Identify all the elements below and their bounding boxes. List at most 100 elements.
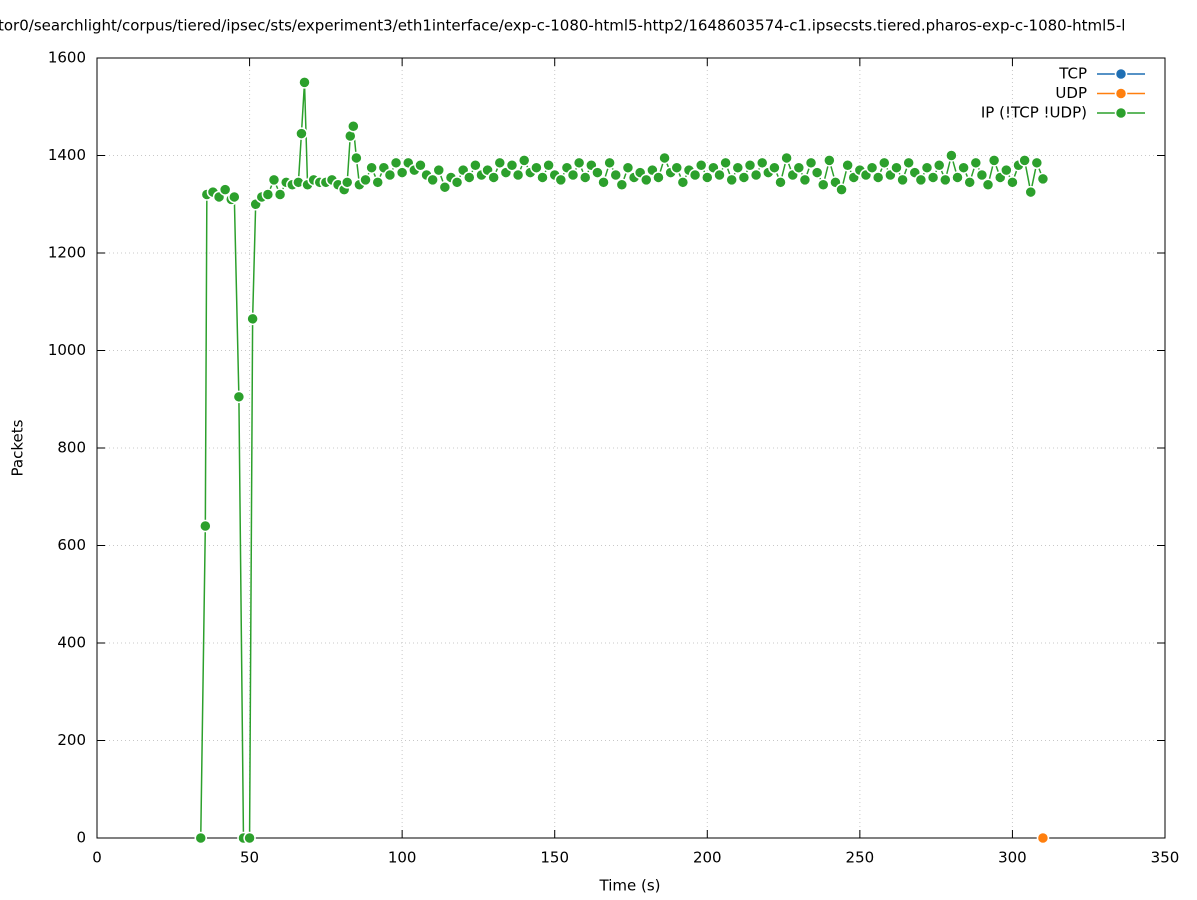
data-point: [1000, 163, 1013, 177]
data-point: [450, 176, 464, 189]
data-point: [981, 178, 995, 191]
data-point: [505, 159, 519, 172]
data-point: [902, 156, 915, 170]
legend-label: IP (!TCP !UDP): [981, 104, 1087, 122]
y-tick-label: 1200: [48, 244, 86, 262]
data-point: [554, 173, 568, 187]
data-point: [511, 168, 525, 182]
data-point: [414, 159, 427, 172]
data-point: [273, 188, 287, 201]
legend-marker: [1114, 106, 1128, 120]
data-point: [774, 176, 787, 189]
data-point: [1036, 831, 1050, 845]
data-point: [957, 161, 970, 174]
data-point: [896, 173, 909, 187]
data-point: [865, 161, 879, 174]
x-tick-label: 200: [693, 849, 722, 867]
x-tick-label: 150: [540, 849, 569, 867]
data-point: [383, 168, 397, 182]
data-point: [536, 171, 549, 184]
data-point: [194, 831, 207, 845]
data-point: [350, 151, 363, 165]
data-point: [640, 173, 653, 187]
data-point: [493, 156, 507, 170]
data-point: [652, 171, 665, 184]
data-point: [658, 151, 671, 165]
data-point: [591, 166, 604, 179]
data-point: [701, 171, 714, 184]
data-point: [920, 161, 934, 174]
data-point: [487, 171, 500, 184]
data-point: [578, 171, 592, 184]
data-point: [621, 161, 635, 174]
data-point: [232, 390, 246, 404]
y-tick-label: 1000: [48, 341, 86, 359]
data-point: [835, 183, 848, 196]
data-point: [878, 156, 891, 170]
data-point: [792, 161, 806, 174]
data-point: [432, 163, 446, 177]
data-point: [542, 159, 555, 172]
plot-border: [96, 57, 1166, 839]
data-point: [963, 176, 976, 189]
data-point: [517, 154, 531, 167]
data-point: [939, 173, 952, 187]
data-point: [609, 168, 622, 182]
data-point: [295, 127, 308, 140]
data-point: [804, 156, 818, 170]
data-point: [810, 166, 824, 179]
legend-marker: [1114, 87, 1128, 100]
data-point: [987, 154, 1001, 167]
data-point: [743, 159, 757, 172]
data-point: [890, 161, 903, 174]
data-point: [694, 159, 708, 172]
data-point: [218, 183, 232, 196]
y-tick-label: 600: [57, 536, 86, 554]
data-point: [347, 120, 360, 133]
data-point: [975, 168, 989, 182]
data-point: [228, 190, 241, 204]
data-point: [469, 159, 482, 172]
data-point: [438, 180, 452, 194]
data-point: [871, 171, 885, 184]
data-point: [615, 178, 629, 191]
data-point: [298, 76, 311, 89]
data-point: [389, 156, 403, 170]
data-point: [932, 159, 946, 172]
legend-marker: [1114, 67, 1128, 81]
legend-label: UDP: [1055, 84, 1087, 102]
x-tick-label: 0: [92, 849, 102, 867]
data-point: [1036, 172, 1050, 186]
x-tick-label: 50: [240, 849, 259, 867]
chart-title: tor0/searchlight/corpus/tiered/ipsec/sts…: [0, 17, 1125, 35]
data-point: [371, 176, 384, 189]
data-point: [426, 173, 439, 187]
data-point: [676, 176, 690, 189]
data-point: [530, 161, 543, 174]
y-tick-label: 1600: [48, 49, 86, 67]
x-axis-label: Time (s): [599, 877, 661, 895]
data-point: [1030, 156, 1044, 170]
data-point: [463, 171, 476, 184]
data-point: [572, 156, 586, 170]
data-point: [566, 168, 580, 182]
y-tick-label: 0: [76, 829, 86, 847]
data-point: [719, 156, 732, 170]
data-point: [951, 171, 964, 184]
data-point: [246, 312, 259, 326]
data-point: [780, 151, 793, 165]
y-tick-label: 200: [57, 731, 86, 749]
data-point: [603, 156, 616, 170]
series-line: [199, 82, 1044, 839]
x-tick-label: 350: [1151, 849, 1180, 867]
data-point: [199, 519, 212, 533]
data-point: [841, 159, 854, 172]
data-point: [725, 173, 738, 187]
data-point: [969, 156, 983, 170]
data-point: [945, 149, 958, 162]
data-point: [768, 161, 781, 174]
data-point: [798, 173, 812, 187]
data-point: [365, 161, 378, 174]
data-point: [823, 154, 836, 167]
